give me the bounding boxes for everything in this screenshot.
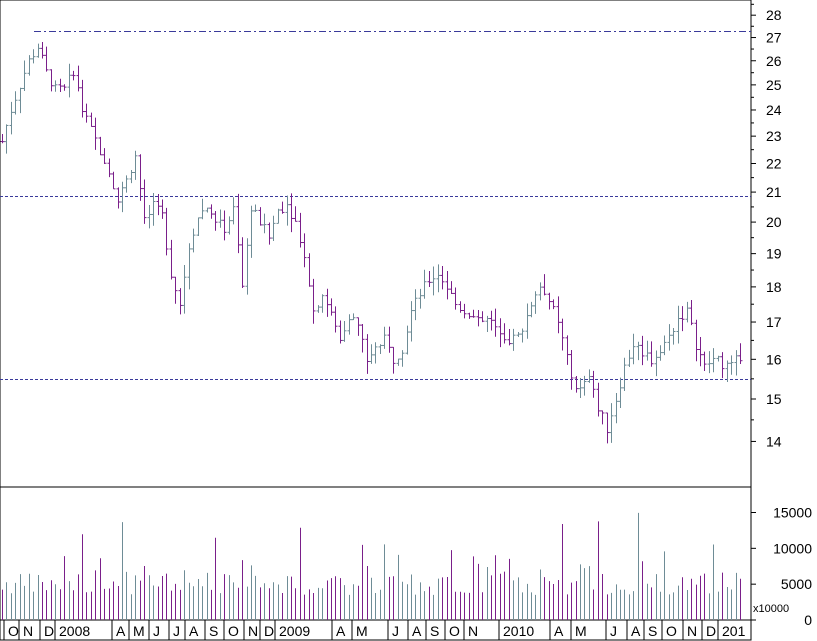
x-tick-label: D [44, 623, 54, 639]
x-tick-label: O [449, 623, 460, 639]
x-tick-label: N [23, 623, 33, 639]
price-tick-label: 27 [766, 30, 782, 46]
reference-lines [0, 31, 751, 380]
x-axis: O N D 2008 A M J J A S O N D 2009 A M J A S O N 2010 A M J A S O N D 2… [3, 620, 746, 640]
x-tick-label: D [264, 623, 274, 639]
price-tick-label: 24 [766, 102, 782, 118]
x-tick-label: 2010 [503, 623, 534, 639]
x-tick-label: N [248, 623, 258, 639]
x-tick-label: J [392, 623, 399, 639]
x-tick-label: S [430, 623, 439, 639]
volume-axis: 0 5000 10000 15000 [751, 505, 812, 628]
x-tick-label: A [336, 623, 346, 639]
price-tick-label: 18 [766, 279, 782, 295]
x-tick-label: A [189, 623, 199, 639]
x-tick-label: N [687, 623, 697, 639]
x-tick-label: M [575, 623, 587, 639]
x-tick-label: A [554, 623, 564, 639]
price-tick-label: 17 [766, 314, 782, 330]
x-tick-label: D [706, 623, 716, 639]
price-axis: 14 15 16 17 18 19 20 21 22 23 24 25 26 27 28 [751, 3, 782, 449]
volume-tick-label: 10000 [773, 540, 812, 556]
x-tick-label: 2009 [279, 623, 310, 639]
price-tick-label: 20 [766, 214, 782, 230]
volume-tick-label: 15000 [773, 505, 812, 521]
price-tick-label: 19 [766, 246, 782, 262]
price-tick-label: 28 [766, 7, 782, 23]
x-tick-label: J [153, 623, 160, 639]
x-tick-label: O [8, 623, 19, 639]
price-bars [0, 42, 743, 444]
volume-unit-label: x10000 [753, 603, 789, 615]
x-tick-label: J [610, 623, 617, 639]
x-tick-label: S [648, 623, 657, 639]
volume-bars [2, 512, 741, 620]
x-tick-label: O [228, 623, 239, 639]
x-tick-label: A [412, 623, 422, 639]
price-tick-label: 15 [766, 391, 782, 407]
price-tick-label: 16 [766, 351, 782, 367]
x-tick-label: S [209, 623, 218, 639]
x-tick-label: J [173, 623, 180, 639]
x-tick-label: M [133, 623, 145, 639]
x-tick-label: 2008 [59, 623, 90, 639]
price-tick-label: 14 [766, 433, 782, 449]
x-tick-label: O [666, 623, 677, 639]
x-tick-label: A [631, 623, 641, 639]
price-panel-frame [0, 0, 752, 488]
price-tick-label: 22 [766, 155, 782, 171]
x-tick-label: 201 [722, 623, 746, 639]
price-tick-label: 25 [766, 77, 782, 93]
volume-tick-label: 5000 [781, 576, 812, 592]
price-tick-label: 21 [766, 184, 782, 200]
x-tick-label: M [356, 623, 368, 639]
price-tick-label: 26 [766, 53, 782, 69]
price-tick-label: 23 [766, 128, 782, 144]
volume-tick-label: 0 [804, 612, 812, 628]
x-tick-label: A [116, 623, 126, 639]
x-tick-label: N [468, 623, 478, 639]
